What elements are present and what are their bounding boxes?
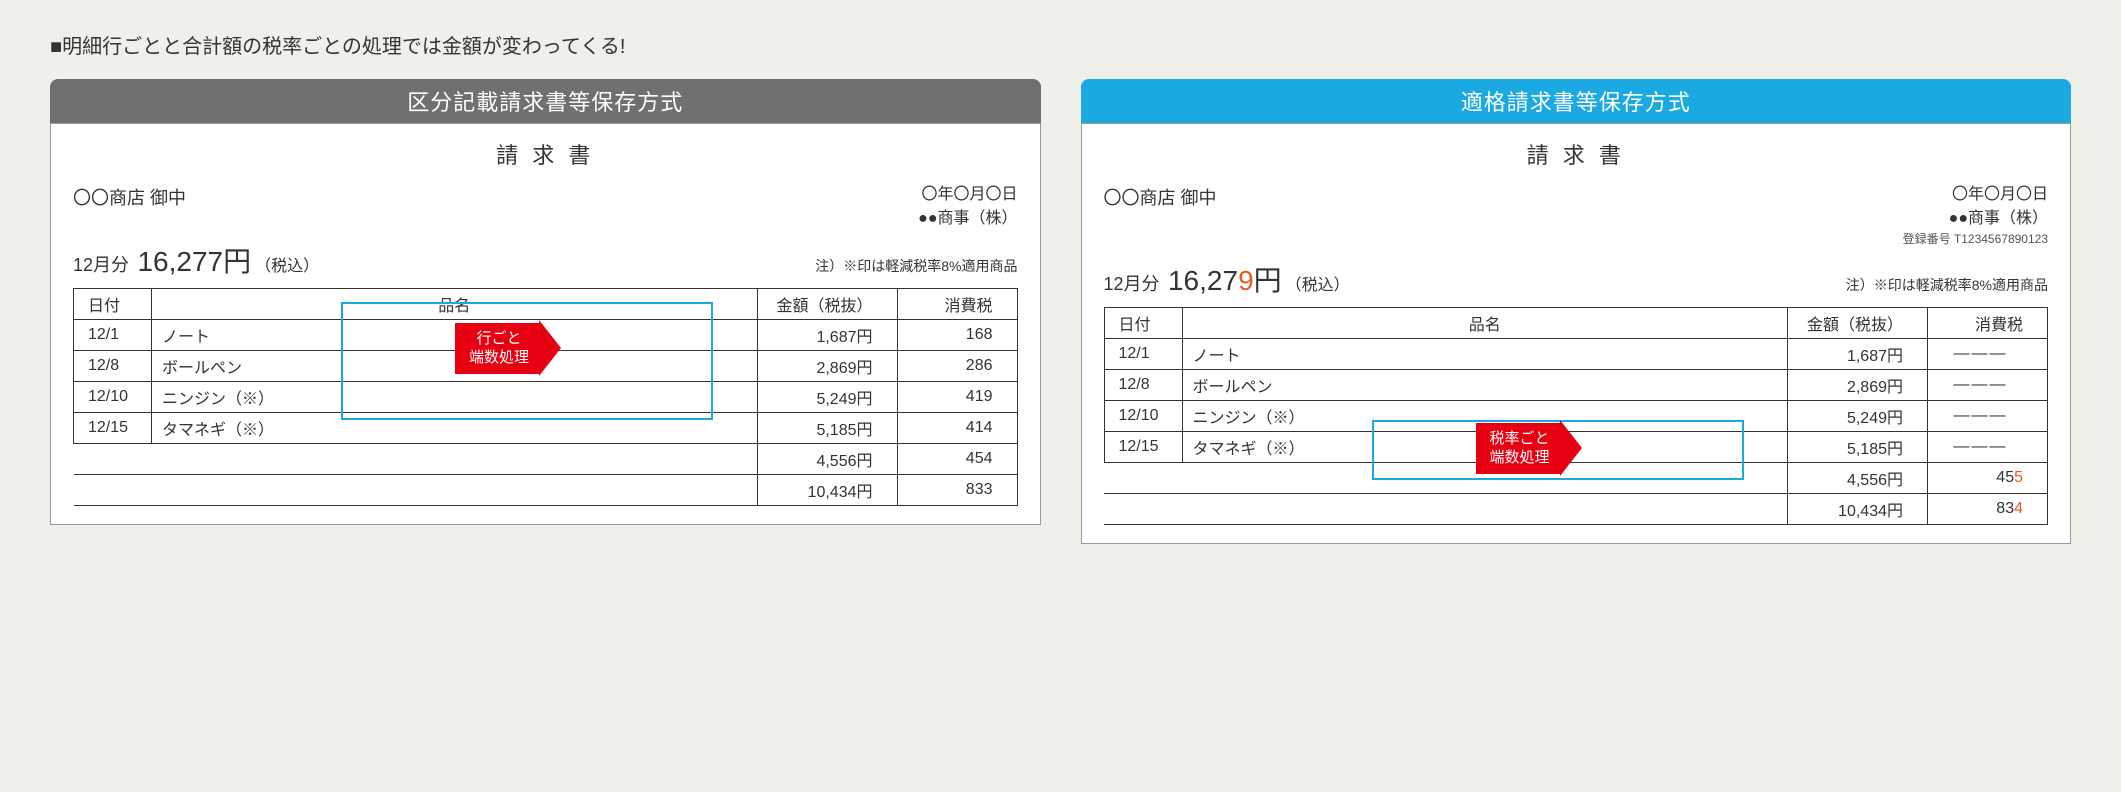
- cell-name: ボールペン: [1182, 370, 1788, 401]
- cell-amount: 5,185円: [757, 413, 897, 444]
- cell-tax: 834: [1928, 494, 2048, 525]
- table-row: 12/15 タマネギ（※） 5,185円 414: [74, 413, 1018, 444]
- invoice-title: 請 求 書: [73, 138, 1018, 170]
- th-name: 品名: [152, 289, 758, 320]
- month: 12月分: [1104, 274, 1160, 294]
- table-row: 12/1 ノート 1,687円 ———: [1104, 339, 2048, 370]
- cell-tax: 168: [897, 320, 1017, 351]
- cell-tax: 414: [897, 413, 1017, 444]
- cell-date: 12/15: [74, 413, 152, 444]
- th-name: 品名: [1182, 308, 1788, 339]
- cell-date: 12/10: [74, 382, 152, 413]
- cell-date: 12/15: [1104, 432, 1182, 463]
- cell-tax: ———: [1928, 432, 2048, 463]
- table-row: 12/10 ニンジン（※） 5,249円 ———: [1104, 401, 2048, 432]
- cell-date: 12/8: [74, 351, 152, 382]
- issuer-block: 〇年〇月〇日 ●●商事（株） 登録番号 T1234567890123: [1903, 180, 2048, 247]
- subtotal-row: 4,556円 455: [1104, 463, 2048, 494]
- invoice-table-right: 日付 品名 金額（税抜） 消費税 12/1 ノート 1,687円 ——— 12/…: [1104, 307, 2049, 525]
- addressee: 〇〇商店 御中: [1104, 180, 1217, 210]
- card-right: 適格請求書等保存方式 請 求 書 〇〇商店 御中 〇年〇月〇日 ●●商事（株） …: [1081, 79, 2072, 544]
- cell-tax: 419: [897, 382, 1017, 413]
- table-row: 12/15 タマネギ（※） 5,185円 ———: [1104, 432, 2048, 463]
- cell-tax: 286: [897, 351, 1017, 382]
- th-amount: 金額（税抜）: [1788, 308, 1928, 339]
- tax-inc: （税込）: [255, 258, 319, 275]
- cell-tax: 833: [897, 475, 1017, 506]
- cell-amount: 10,434円: [757, 475, 897, 506]
- th-tax: 消費税: [1928, 308, 2048, 339]
- table-row: 12/1 ノート 1,687円 168: [74, 320, 1018, 351]
- cell-date: 12/10: [1104, 401, 1182, 432]
- cell-date: 12/1: [74, 320, 152, 351]
- issuer: ●●商事（株）: [1903, 204, 2048, 228]
- subtotal-row: 10,434円 833: [74, 475, 1018, 506]
- cell-name: ニンジン（※）: [1182, 401, 1788, 432]
- cell-amount: 1,687円: [757, 320, 897, 351]
- card-right-body: 請 求 書 〇〇商店 御中 〇年〇月〇日 ●●商事（株） 登録番号 T12345…: [1081, 123, 2072, 544]
- card-left-header: 区分記載請求書等保存方式: [50, 79, 1041, 123]
- cell-amount: 10,434円: [1788, 494, 1928, 525]
- card-left-body: 請 求 書 〇〇商店 御中 〇年〇月〇日 ●●商事（株） 12月分 16,277…: [50, 123, 1041, 525]
- cell-amount: 5,249円: [1788, 401, 1928, 432]
- cell-tax: 454: [897, 444, 1017, 475]
- total-amount: 16,279円: [1168, 265, 1282, 296]
- invoice-table-left: 日付 品名 金額（税抜） 消費税 12/1 ノート 1,687円 168 12/…: [73, 288, 1018, 506]
- cell-amount: 2,869円: [1788, 370, 1928, 401]
- subtotal-row: 10,434円 834: [1104, 494, 2048, 525]
- cell-date: 12/8: [1104, 370, 1182, 401]
- note: 注）※印は軽減税率8%適用商品: [1846, 275, 2048, 295]
- subtotal-row: 4,556円 454: [74, 444, 1018, 475]
- th-date: 日付: [1104, 308, 1182, 339]
- issuer: ●●商事（株）: [918, 204, 1017, 228]
- cell-amount: 5,185円: [1788, 432, 1928, 463]
- headline: ■明細行ごとと合計額の税率ごとの処理では金額が変わってくる!: [50, 30, 2071, 59]
- cell-name: タマネギ（※）: [1182, 432, 1788, 463]
- cell-amount: 2,869円: [757, 351, 897, 382]
- card-right-header: 適格請求書等保存方式: [1081, 79, 2072, 123]
- addressee: 〇〇商店 御中: [73, 180, 186, 210]
- month: 12月分: [73, 255, 129, 275]
- cell-name: ノート: [152, 320, 758, 351]
- card-left: 区分記載請求書等保存方式 請 求 書 〇〇商店 御中 〇年〇月〇日 ●●商事（株…: [50, 79, 1041, 525]
- cell-name: ボールペン: [152, 351, 758, 382]
- total-amount: 16,277円: [137, 246, 251, 277]
- tax-inc: （税込）: [1286, 277, 1350, 294]
- invoice-title: 請 求 書: [1104, 138, 2049, 170]
- issue-date: 〇年〇月〇日: [1903, 180, 2048, 204]
- note: 注）※印は軽減税率8%適用商品: [815, 256, 1017, 276]
- th-date: 日付: [74, 289, 152, 320]
- cell-tax: ———: [1928, 339, 2048, 370]
- cards-row: 区分記載請求書等保存方式 請 求 書 〇〇商店 御中 〇年〇月〇日 ●●商事（株…: [50, 79, 2071, 544]
- cell-name: タマネギ（※）: [152, 413, 758, 444]
- th-amount: 金額（税抜）: [757, 289, 897, 320]
- cell-tax: ———: [1928, 401, 2048, 432]
- cell-amount: 4,556円: [757, 444, 897, 475]
- issue-date: 〇年〇月〇日: [918, 180, 1017, 204]
- table-row: 12/10 ニンジン（※） 5,249円 419: [74, 382, 1018, 413]
- cell-amount: 4,556円: [1788, 463, 1928, 494]
- cell-date: 12/1: [1104, 339, 1182, 370]
- cell-tax: 455: [1928, 463, 2048, 494]
- cell-tax: ———: [1928, 370, 2048, 401]
- cell-amount: 1,687円: [1788, 339, 1928, 370]
- cell-amount: 5,249円: [757, 382, 897, 413]
- registration-number: 登録番号 T1234567890123: [1903, 230, 2048, 247]
- issuer-block: 〇年〇月〇日 ●●商事（株）: [918, 180, 1017, 228]
- total-block: 12月分 16,279円（税込）: [1104, 259, 1350, 299]
- cell-name: ノート: [1182, 339, 1788, 370]
- th-tax: 消費税: [897, 289, 1017, 320]
- table-row: 12/8 ボールペン 2,869円 ———: [1104, 370, 2048, 401]
- table-row: 12/8 ボールペン 2,869円 286: [74, 351, 1018, 382]
- cell-name: ニンジン（※）: [152, 382, 758, 413]
- total-block: 12月分 16,277円（税込）: [73, 240, 319, 280]
